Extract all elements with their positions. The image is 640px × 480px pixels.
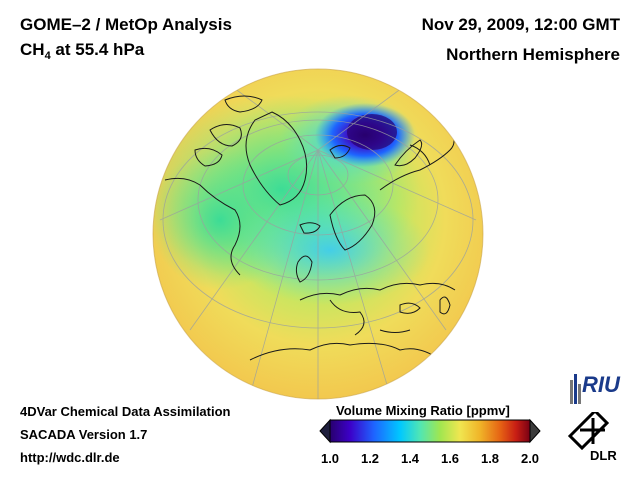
colorbar-min-arrow <box>319 418 331 444</box>
url-link[interactable]: http://wdc.dlr.de <box>20 450 120 465</box>
dlr-logo-text: DLR <box>590 448 617 463</box>
hemisphere-label: Northern Hemisphere <box>446 45 620 64</box>
colorbar-gradient <box>329 419 531 443</box>
methane-field <box>153 69 483 399</box>
analysis-title: GOME–2 / MetOp Analysis <box>20 15 232 34</box>
dlr-logo-icon <box>567 412 610 450</box>
species-level: CH4 at 55.4 hPa <box>20 40 145 62</box>
assimilation-label: 4DVar Chemical Data Assimilation <box>20 404 231 419</box>
species-subscript: 4 <box>44 50 51 62</box>
colorbar-max-arrow <box>529 418 541 444</box>
colorbar-tick-label: 1.8 <box>480 451 500 466</box>
riu-logo-mark <box>570 374 581 404</box>
colorbar <box>319 418 541 444</box>
datetime-label: Nov 29, 2009, 12:00 GMT <box>421 15 620 34</box>
colorbar-tick-label: 1.0 <box>320 451 340 466</box>
colorbar-tick-label: 1.6 <box>440 451 460 466</box>
colorbar-tick-label: 2.0 <box>520 451 540 466</box>
species-pressure: at 55.4 hPa <box>50 40 145 59</box>
colorbar-tick-label: 1.2 <box>360 451 380 466</box>
coastlines <box>164 95 456 361</box>
version-label: SACADA Version 1.7 <box>20 427 148 442</box>
species-main: CH <box>20 40 45 59</box>
colorbar-title: Volume Mixing Ratio [ppmv] <box>336 403 510 418</box>
colorbar-tick-label: 1.4 <box>400 451 420 466</box>
riu-logo-text: RIU <box>582 372 620 397</box>
